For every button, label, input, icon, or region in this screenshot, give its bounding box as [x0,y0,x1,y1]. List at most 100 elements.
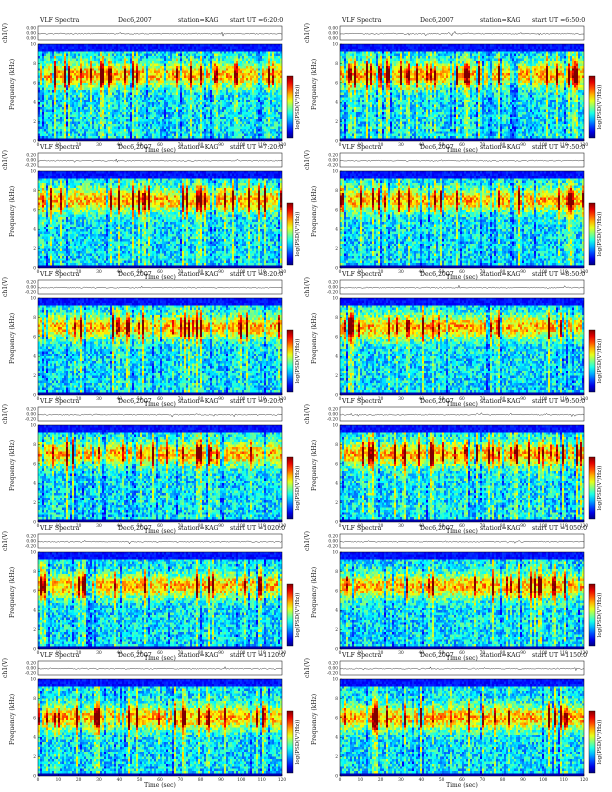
ch1-waveform [339,30,585,37]
ch1-strip-frame [339,533,585,549]
y-tick-label: 0 [33,267,36,272]
y-tick-label: 10 [333,43,339,48]
date-label: Dec6,2007 [118,398,152,405]
program-label: VLF Spectra [39,525,80,532]
x-tick-label: 120 [580,778,588,783]
start-time-label: start UT =1120:0 [230,652,285,659]
colorbar-label: log(PSD(V²/Hz)) [294,466,301,511]
start-time-label: start UT =6:50:0 [532,17,585,24]
y-tick-label: 6 [33,208,36,213]
ch1-tick-label: -0.20 [25,545,36,550]
ch1-tick-label: 0.00 [26,540,36,545]
x-tick-label: 120 [278,270,286,275]
y-tick-label: 6 [335,208,338,213]
ch1-tick-label: -0.20 [25,164,36,169]
x-tick-label: 30 [398,397,404,402]
program-label: VLF Spectra [341,652,382,659]
y-axis-label: Frequency (kHz) [9,440,16,491]
y-tick-label: 8 [335,697,338,702]
y-tick-label: 0 [335,394,338,399]
x-tick-label: 50 [137,651,143,656]
station-label: station=KAG [480,271,521,278]
x-tick-label: 80 [500,524,506,529]
y-tick-label: 10 [333,424,339,429]
x-tick-label: 90 [520,397,526,402]
ch1-strip-frame [339,25,585,41]
ch1-axis-label: ch1(V) [304,531,311,551]
x-tick-label: 110 [258,270,266,275]
y-tick-label: 0 [335,775,338,780]
colorbar-label: log(PSD(V²/Hz)) [596,85,603,130]
x-tick-label: 70 [480,397,486,402]
x-tick-label: 50 [439,270,445,275]
x-tick-label: 40 [117,524,123,529]
y-tick-label: 4 [33,609,36,614]
ch1-strip-frame [37,533,283,549]
y-axis-label: Frequency (kHz) [311,694,318,745]
date-label: Dec6,2007 [118,652,152,659]
x-tick-label: 100 [237,143,245,148]
panel-header: VLF Spectra Dec6,2007 station=KAG start UT … [341,271,585,278]
spectrogram-panel: VLF Spectra Dec6,2007 station=KAG start UT … [302,524,603,662]
x-tick-label: 70 [480,270,486,275]
colorbar-label: log(PSD(V²/Hz)) [596,720,603,765]
x-tick-label: 40 [117,778,123,783]
ch1-tick-label: 0.20 [328,281,338,286]
x-tick-label: 110 [258,778,266,783]
y-tick-label: 10 [333,297,339,302]
y-tick-label: 6 [335,81,338,86]
x-tick-label: 10 [358,651,364,656]
spectrogram-svg: VLF Spectra Dec6,2007 station=KAG start UT … [2,652,301,789]
program-label: VLF Spectra [39,144,80,151]
x-tick-label: 90 [218,524,224,529]
y-tick-label: 10 [333,170,339,175]
x-tick-label: 80 [500,778,506,783]
x-axis-label: Time (sec) [446,147,478,154]
x-tick-label: 0 [339,778,342,783]
spectrogram-svg: VLF Spectra Dec6,2007 station=KAG start UT … [2,17,301,154]
ch1-tick-label: 0.00 [328,32,338,37]
program-label: VLF Spectra [341,525,382,532]
date-label: Dec6,2007 [420,271,454,278]
x-tick-label: 10 [358,270,364,275]
spectrogram-panel: VLF Spectra Dec6,2007 station=KAG start UT … [302,143,603,281]
x-tick-label: 100 [237,397,245,402]
date-label: Dec6,2007 [118,17,152,24]
ch1-strip-frame [339,279,585,295]
y-tick-label: 0 [335,521,338,526]
x-tick-label: 10 [358,778,364,783]
y-axis-label: Frequency (kHz) [9,694,16,745]
start-time-label: start UT =1050:0 [532,525,587,532]
start-time-label: start UT =1150:0 [532,652,587,659]
date-label: Dec6,2007 [420,398,454,405]
x-tick-label: 10 [56,270,62,275]
x-tick-label: 40 [419,524,425,529]
y-tick-label: 10 [31,43,37,48]
station-label: station=KAG [178,271,219,278]
x-tick-label: 100 [539,651,547,656]
x-tick-label: 50 [439,778,445,783]
colorbar-label: log(PSD(V²/Hz)) [596,339,603,384]
ch1-strip-frame [37,406,283,422]
station-label: station=KAG [178,17,219,24]
date-label: Dec6,2007 [420,652,454,659]
ch1-waveform [339,666,585,672]
y-tick-label: 6 [33,716,36,721]
ch1-tick-label: 0.20 [328,535,338,540]
ch1-tick-label: 0.20 [328,408,338,413]
colorbar [286,583,294,647]
x-tick-label: 120 [580,651,588,656]
x-tick-label: 0 [339,651,342,656]
y-axis-label: Frequency (kHz) [311,567,318,618]
x-tick-label: 120 [278,524,286,529]
y-tick-label: 6 [335,589,338,594]
spectrogram-svg: VLF Spectra Dec6,2007 station=KAG start UT … [304,525,603,662]
y-tick-label: 2 [33,374,36,379]
y-tick-label: 0 [33,648,36,653]
x-tick-label: 30 [96,778,102,783]
ch1-tick-label: -0.20 [327,291,338,296]
ch1-tick-label: 0.00 [26,159,36,164]
x-axis-label: Time (sec) [446,655,478,662]
x-tick-label: 100 [237,270,245,275]
y-tick-label: 0 [335,140,338,145]
